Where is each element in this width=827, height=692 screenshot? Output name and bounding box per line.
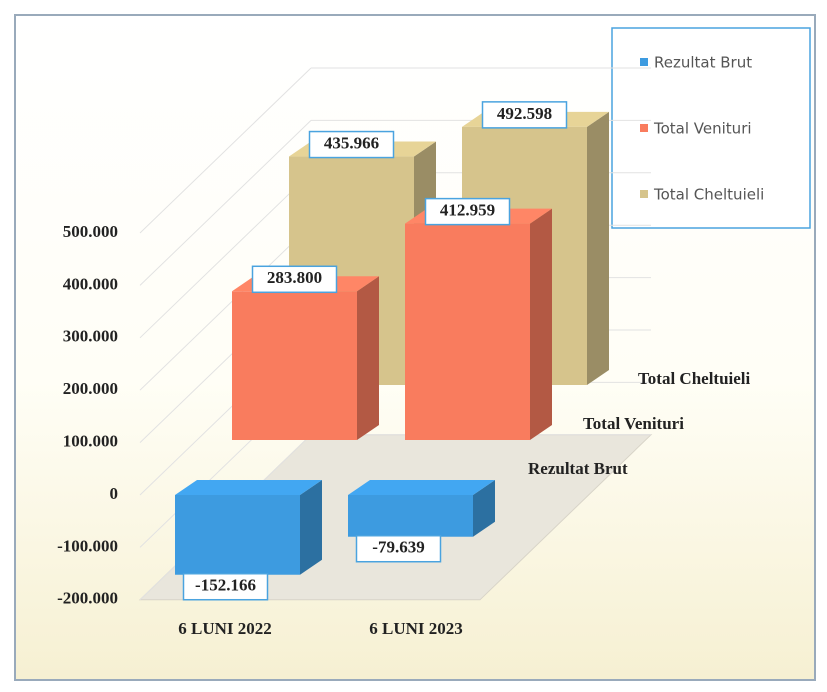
bar xyxy=(232,291,357,440)
legend-swatch xyxy=(640,58,648,66)
bar-side xyxy=(300,480,322,575)
x-tick-label: 6 LUNI 2022 xyxy=(178,619,272,638)
bar xyxy=(175,495,300,575)
bar-side xyxy=(473,480,495,537)
bar xyxy=(348,495,473,537)
grid-line xyxy=(139,120,312,286)
value-label: 283.800 xyxy=(267,268,322,287)
depth-label: Total Venituri xyxy=(583,414,684,433)
value-label-box xyxy=(355,534,442,563)
value-label: -79.639 xyxy=(372,538,424,557)
x-tick-label: 6 LUNI 2023 xyxy=(369,619,463,638)
grid-line xyxy=(139,224,312,391)
bar-side xyxy=(357,276,379,440)
value-label-box xyxy=(251,265,338,294)
value-label: 412.959 xyxy=(440,201,495,220)
bar-side xyxy=(530,208,552,440)
y-tick-label: 500.000 xyxy=(63,222,118,241)
y-tick-label: 400.000 xyxy=(63,274,118,293)
bar xyxy=(405,223,530,440)
legend-label: Rezultat Brut xyxy=(654,54,752,72)
y-tick-label: 300.000 xyxy=(63,327,118,346)
bar-side xyxy=(587,111,609,385)
y-tick-label: -200.000 xyxy=(57,589,118,608)
grid-line xyxy=(139,172,312,339)
value-label: 435.966 xyxy=(324,133,379,152)
legend-label: Total Cheltuieli xyxy=(653,186,764,204)
grid-line xyxy=(139,67,312,234)
legend-swatch xyxy=(640,124,648,132)
legend-label: Total Venituri xyxy=(653,120,752,138)
legend-swatch xyxy=(640,190,648,198)
value-label-box xyxy=(308,130,395,159)
depth-label: Total Cheltuieli xyxy=(638,369,751,388)
y-tick-label: 0 xyxy=(110,484,119,503)
y-tick-label: -100.000 xyxy=(57,536,118,555)
y-tick-label: 200.000 xyxy=(63,379,118,398)
value-label-box xyxy=(481,101,568,129)
value-label-box xyxy=(182,572,269,601)
value-label: 492.598 xyxy=(497,104,552,123)
bar-top xyxy=(175,480,322,495)
value-label: -152.166 xyxy=(195,576,256,595)
depth-label: Rezultat Brut xyxy=(528,459,628,478)
y-tick-label: 100.000 xyxy=(63,432,118,451)
value-label-box xyxy=(424,197,511,226)
bar-top xyxy=(348,480,495,495)
